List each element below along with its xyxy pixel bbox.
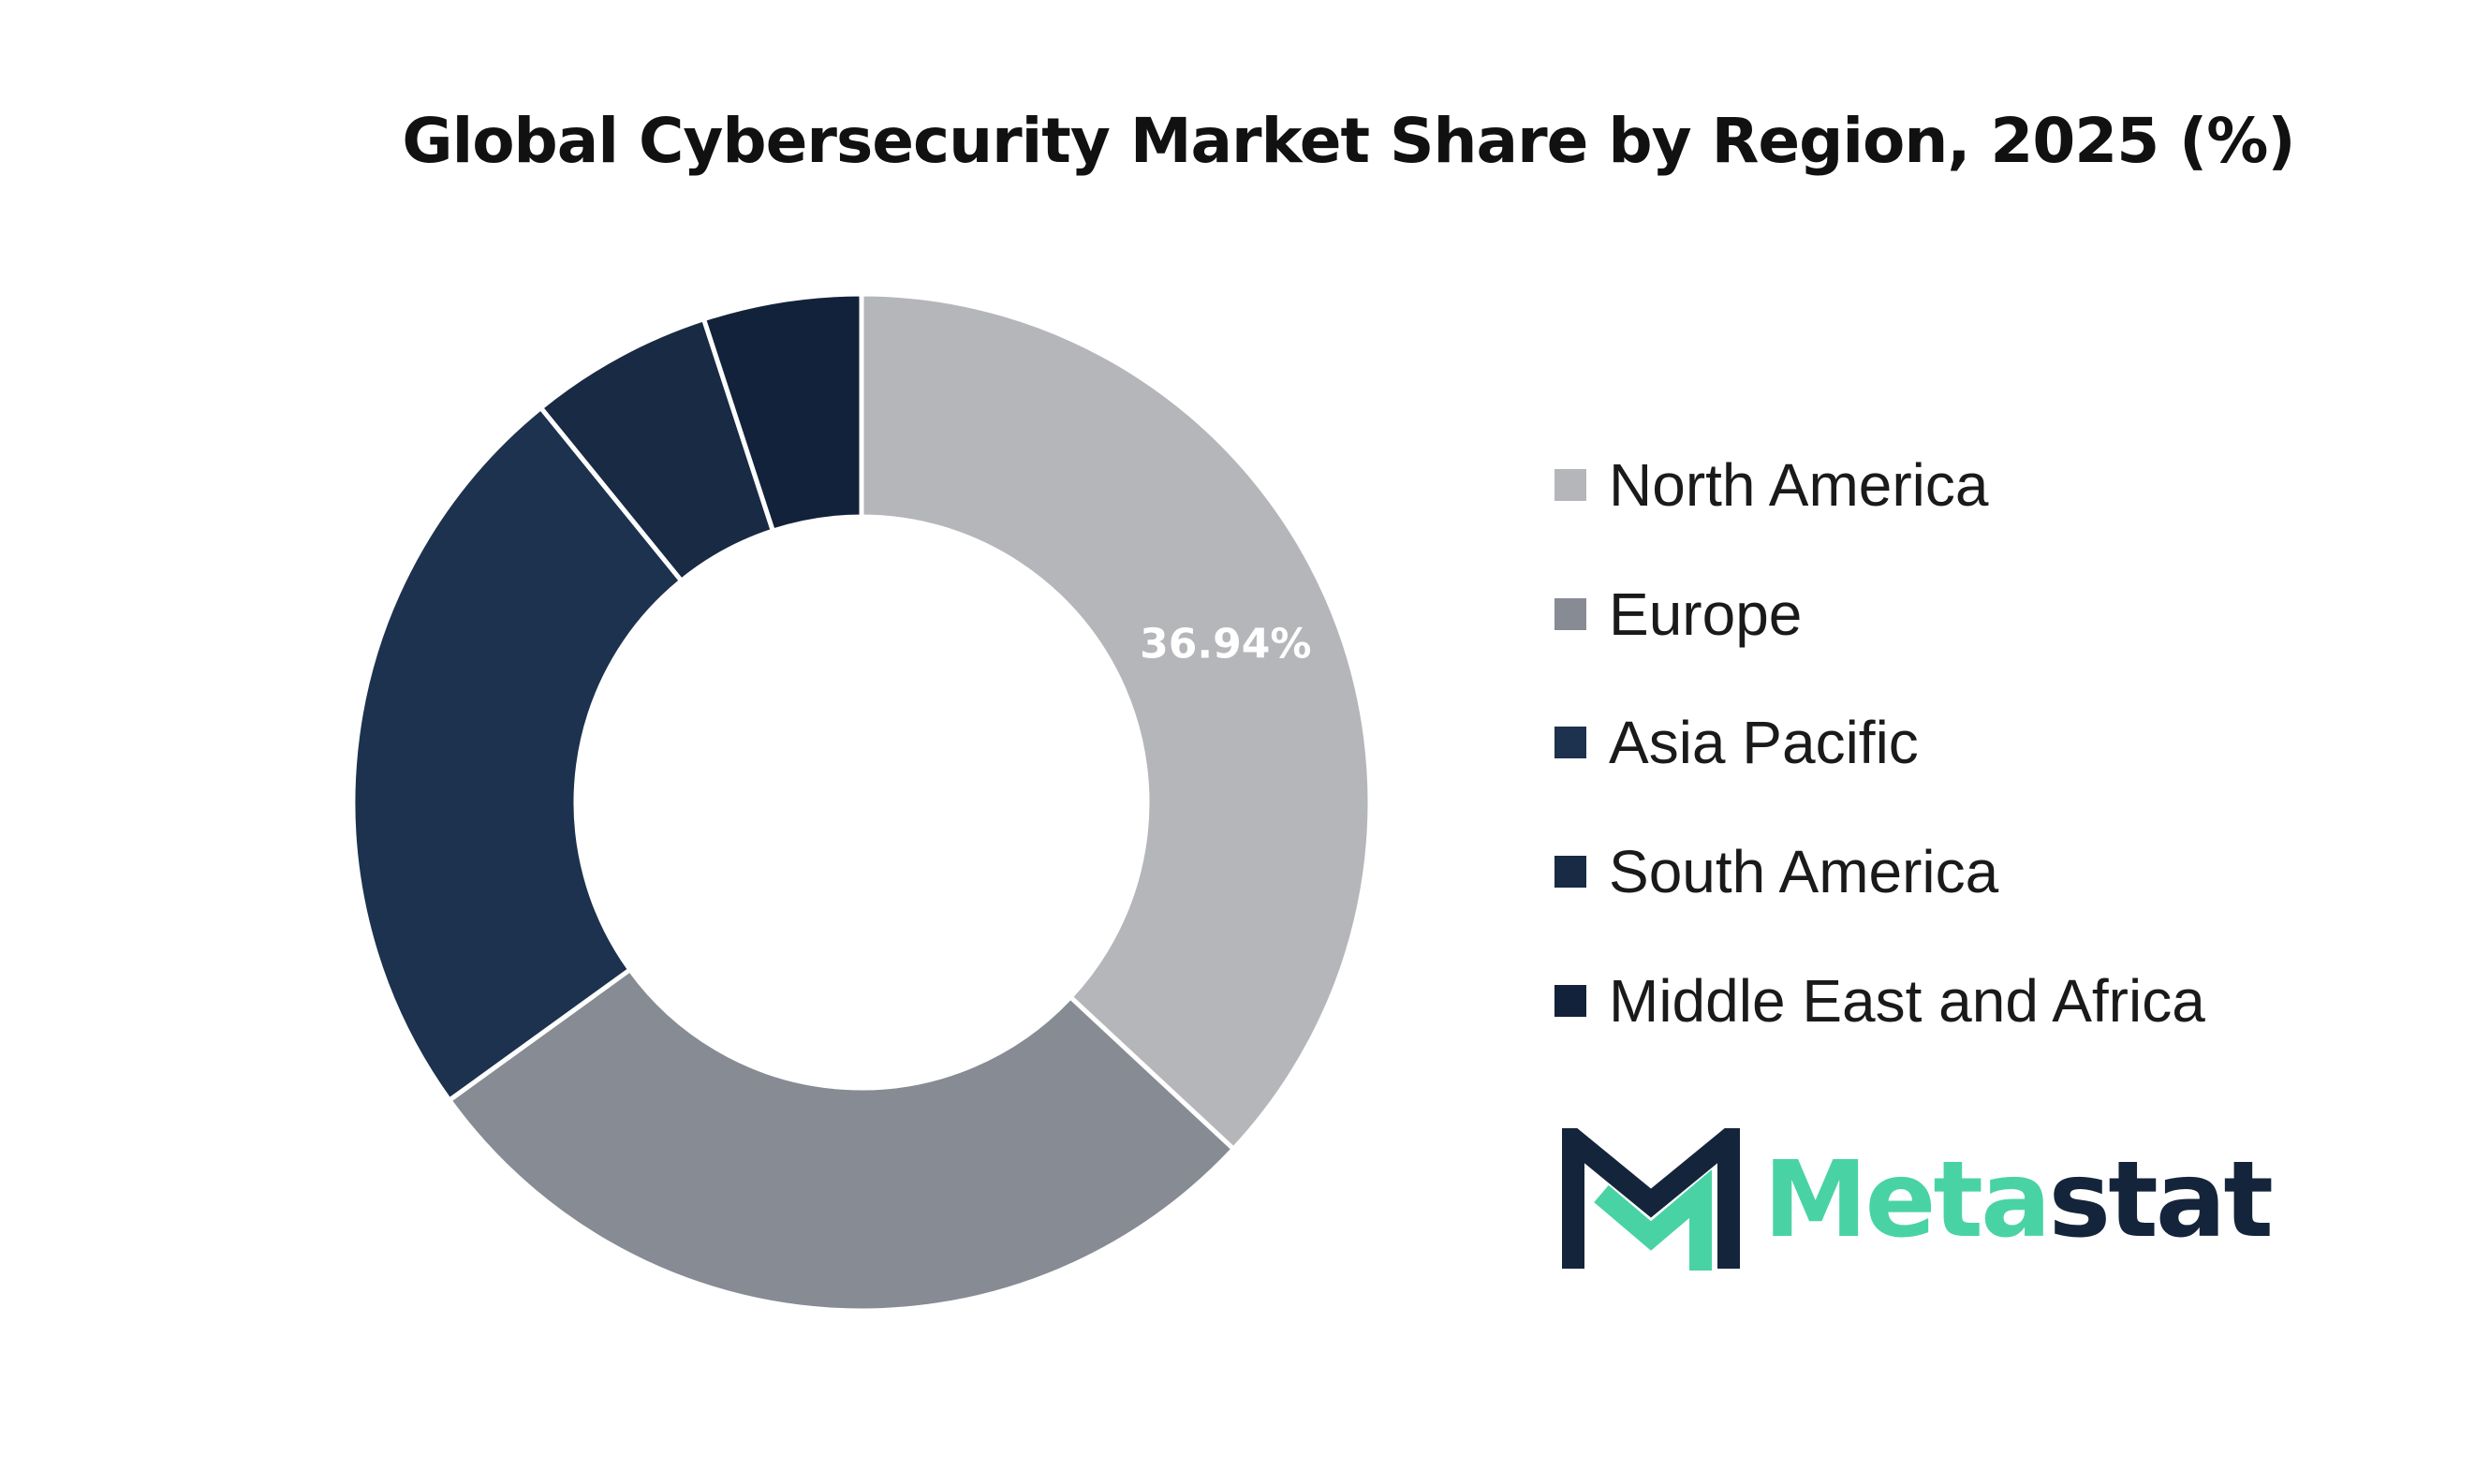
chart-title: Global Cybersecurity Market Share by Reg… — [402, 105, 2295, 177]
legend-swatch — [1554, 469, 1586, 501]
legend-item-middle-east-and-africa[interactable]: Middle East and Africa — [1554, 963, 2205, 1038]
legend-label: Asia Pacific — [1609, 709, 1919, 776]
legend-item-south-america[interactable]: South America — [1554, 834, 1998, 909]
legend-label: Middle East and Africa — [1609, 967, 2205, 1035]
legend-swatch — [1554, 727, 1586, 758]
legend-label: Europe — [1609, 580, 1803, 648]
legend-swatch — [1554, 856, 1586, 888]
metastat-logo: Metastat — [1562, 1128, 2274, 1278]
legend-item-asia-pacific[interactable]: Asia Pacific — [1554, 705, 1919, 780]
data-label-north-america: 36.94% — [1140, 620, 1311, 668]
donut-slice-middle-east-and-africa[interactable] — [701, 291, 864, 534]
legend-item-europe[interactable]: Europe — [1554, 577, 1802, 652]
logo-text-meta: Meta — [1763, 1139, 2052, 1261]
logo-text-stat: stat — [2048, 1139, 2274, 1261]
legend-label: South America — [1609, 838, 1999, 905]
legend-swatch — [1554, 598, 1586, 630]
legend-item-north-america[interactable]: North America — [1554, 448, 1988, 522]
donut-slice-north-america[interactable] — [859, 291, 1373, 1152]
metastat-logo-icon — [1562, 1128, 1740, 1271]
legend-label: North America — [1609, 451, 1989, 519]
legend-swatch — [1554, 985, 1586, 1017]
metastat-logo-wordmark: Metastat — [1763, 1138, 2274, 1263]
donut-slice-europe[interactable] — [447, 967, 1236, 1314]
donut-slice-asia-pacific[interactable] — [350, 405, 685, 1103]
